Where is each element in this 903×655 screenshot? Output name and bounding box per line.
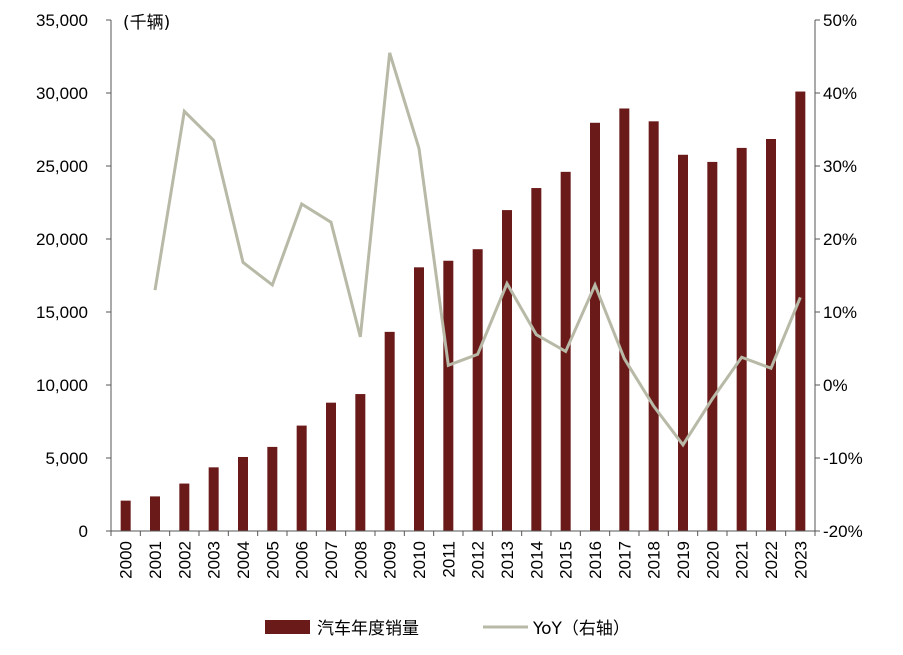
bar-2009 (384, 331, 395, 531)
x-tick-label-2011: 2011 (439, 541, 458, 578)
left-tick-label: 5,000 (45, 449, 88, 468)
bar-2018 (648, 121, 659, 531)
bar-2014 (531, 188, 542, 532)
legend-label-sales: 汽车年度销量 (317, 619, 419, 639)
bar-2016 (590, 122, 600, 531)
left-tick-label: 0 (79, 522, 88, 541)
bar-2004 (238, 456, 248, 531)
right-tick-label: 40% (823, 84, 857, 103)
right-tick-label: -20% (823, 522, 863, 541)
right-tick-label: 0% (823, 376, 848, 395)
left-tick-label: 35,000 (36, 11, 88, 30)
bar-2010 (414, 267, 424, 531)
x-tick-label-2023: 2023 (791, 541, 810, 579)
x-tick-label-2018: 2018 (645, 541, 664, 579)
x-tick-label-2012: 2012 (469, 541, 488, 579)
yoy-line-layer (153, 52, 802, 448)
legend-label-yoy: YoY（右轴） (532, 619, 630, 639)
x-tick-label-2020: 2020 (703, 541, 722, 579)
x-tick-label-2005: 2005 (263, 541, 282, 579)
x-tick-label-2003: 2003 (205, 541, 224, 579)
x-tick-label-2001: 2001 (146, 541, 165, 579)
x-tick-label-2010: 2010 (410, 541, 429, 579)
left-tick-label: 10,000 (36, 376, 88, 395)
bar-2002 (179, 483, 190, 531)
axes-layer: 0 5,000 10,000 15,000 20,000 25,000 30,000 35,0… (36, 11, 863, 579)
bar-2021 (736, 147, 747, 531)
bar-2013 (502, 210, 512, 531)
x-tick-label-2000: 2000 (117, 541, 136, 579)
yoy-line (153, 52, 802, 448)
bar-2020 (707, 161, 718, 531)
right-tick-label: 10% (823, 303, 857, 322)
bar-2011 (443, 260, 454, 531)
x-tick-label-2008: 2008 (351, 541, 370, 579)
left-tick-label: 30,000 (36, 84, 88, 103)
left-tick-label: 25,000 (36, 157, 88, 176)
bar-2000 (120, 500, 131, 531)
right-tick-label: 50% (823, 11, 857, 30)
bar-2003 (208, 467, 219, 531)
right-tick-label: 20% (823, 230, 857, 249)
left-tick-label: 15,000 (36, 303, 88, 322)
bar-2012 (472, 249, 483, 531)
x-tick-label-2022: 2022 (762, 541, 781, 579)
bar-2008 (355, 394, 366, 531)
x-tick-label-2002: 2002 (175, 541, 194, 579)
x-tick-label-2014: 2014 (527, 541, 546, 579)
bar-2006 (296, 425, 307, 531)
bar-2019 (678, 154, 688, 531)
right-tick-label: 30% (823, 157, 857, 176)
x-tick-label-2017: 2017 (615, 541, 634, 579)
x-tick-label-2013: 2013 (498, 541, 517, 579)
bar-2017 (619, 108, 630, 531)
unit-label: (千辆) (123, 13, 170, 33)
x-tick-label-2021: 2021 (733, 541, 752, 579)
bars-layer (120, 91, 806, 532)
bar-2022 (766, 138, 776, 532)
x-tick-label-2019: 2019 (674, 541, 693, 579)
legend: 汽车年度销量 YoY（右轴） (265, 619, 630, 639)
x-tick-label-2004: 2004 (234, 541, 253, 579)
x-tick-label-2007: 2007 (322, 541, 341, 579)
x-tick-label-2006: 2006 (293, 541, 312, 579)
bar-2023 (795, 91, 806, 531)
left-tick-label: 20,000 (36, 230, 88, 249)
x-tick-label-2015: 2015 (557, 541, 576, 579)
x-tick-label-2016: 2016 (586, 541, 605, 579)
x-tick-label-2009: 2009 (381, 541, 400, 579)
bar-2005 (267, 446, 278, 531)
bar-2007 (326, 402, 336, 531)
bar-2001 (150, 496, 160, 531)
right-tick-label: -10% (823, 449, 863, 468)
legend-swatch-bar (265, 620, 310, 634)
